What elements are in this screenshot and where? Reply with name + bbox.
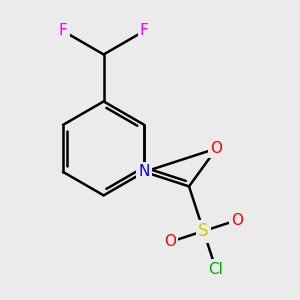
Text: O: O xyxy=(211,141,223,156)
Text: F: F xyxy=(58,23,67,38)
Text: Cl: Cl xyxy=(208,262,223,277)
Text: F: F xyxy=(140,23,149,38)
Text: N: N xyxy=(139,164,150,179)
Text: S: S xyxy=(198,222,209,240)
Text: O: O xyxy=(164,235,176,250)
Text: O: O xyxy=(231,213,243,228)
